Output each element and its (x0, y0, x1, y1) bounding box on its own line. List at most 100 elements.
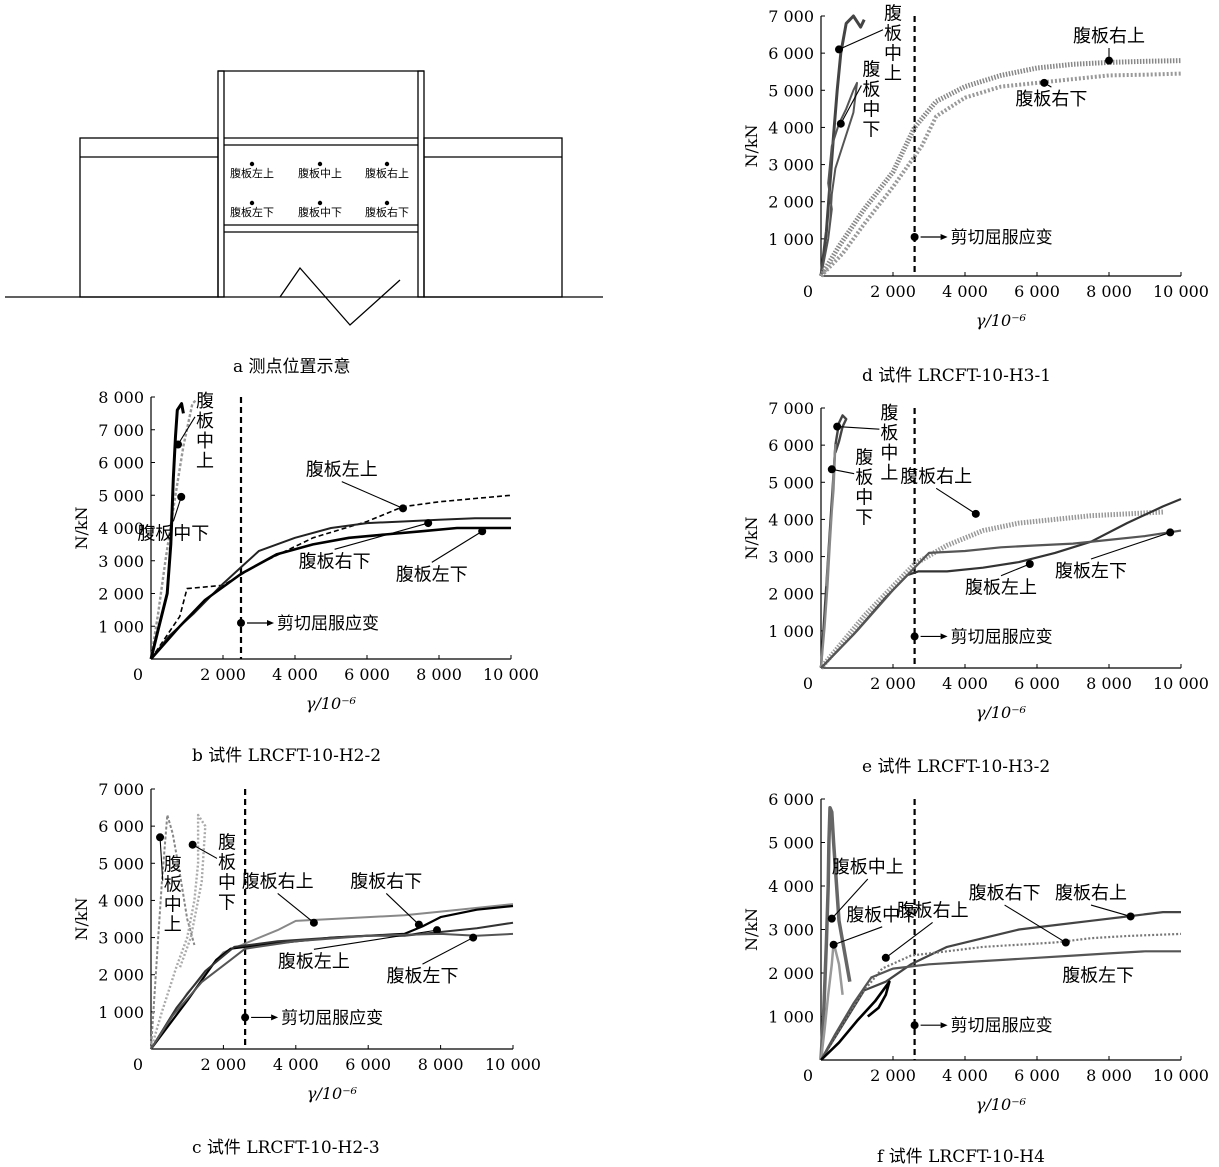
caption-d: d 试件 LRCFT-10-H3-1 (862, 366, 1052, 386)
x-tick-label: 2 000 (870, 674, 916, 693)
gauge-dot (249, 200, 255, 206)
series-line (819, 805, 852, 1061)
series-label: 腹板中下 (846, 905, 918, 926)
series-line (150, 494, 512, 660)
y-tick-label: 8 000 (98, 388, 144, 407)
series-line (150, 921, 514, 1050)
x-tick-label: 0 (133, 665, 143, 684)
shear-yield-marker (910, 632, 919, 641)
series-label: 腹板右下 (350, 871, 422, 892)
series-label: 腹板左上 (278, 951, 350, 972)
y-tick-label: 6 000 (768, 44, 814, 63)
right-block (423, 137, 563, 298)
shear-yield-label: 剪切屈服应变 (951, 1016, 1053, 1036)
series-leader (192, 844, 218, 859)
x-tick-label: 4 000 (273, 1055, 319, 1074)
series-label-char: 下 (862, 119, 880, 140)
y-axis-label: N/kN (742, 124, 761, 167)
series-label-char: 腹 (884, 4, 902, 25)
caption-e: e 试件 LRCFT-10-H3-2 (862, 757, 1051, 777)
x-tick-label: 8 000 (1086, 282, 1132, 301)
shear-yield-label: 剪切屈服应变 (951, 627, 1053, 647)
gauge-label: 腹板左上 (230, 166, 274, 180)
x-axis-label: γ/10⁻⁶ (976, 703, 1027, 722)
y-axis-label: N/kN (72, 897, 91, 940)
gauge-label: 腹板中上 (298, 166, 342, 180)
gauge-dot (317, 200, 323, 206)
series-label-char: 腹 (164, 855, 182, 876)
series-line (820, 950, 1181, 1061)
series-line (149, 402, 185, 660)
y-tick-label: 6 000 (98, 454, 144, 473)
series-label: 腹板右上 (897, 900, 969, 921)
series-label-char: 上 (164, 915, 182, 936)
y-tick-label: 3 000 (98, 929, 144, 948)
x-tick-label: 10 000 (1153, 282, 1209, 301)
series-leader (341, 481, 404, 509)
series-label-char: 上 (880, 463, 898, 484)
series-line (819, 444, 837, 669)
series-line (150, 814, 196, 1050)
y-tick-label: 7 000 (98, 780, 144, 799)
y-tick-label: 5 000 (768, 473, 814, 492)
x-tick-label: 6 000 (1014, 674, 1060, 693)
series-label-char: 腹 (218, 832, 236, 853)
series-line (820, 980, 891, 1061)
series-label-char: 下 (855, 508, 873, 529)
series-label-char: 腹 (862, 59, 880, 80)
series-leader (177, 416, 196, 445)
series-leader (277, 893, 315, 924)
x-tick-label: 4 000 (942, 674, 988, 693)
series-leader (172, 496, 182, 522)
gauge-label: 腹板右下 (365, 205, 409, 219)
x-tick-label: 10 000 (485, 1055, 541, 1074)
series-label-char: 腹 (196, 391, 214, 412)
y-tick-label: 2 000 (98, 966, 144, 985)
series-label: 腹板中上 (832, 857, 904, 878)
x-tick-label: 8 000 (418, 1055, 464, 1074)
y-tick-label: 4 000 (768, 510, 814, 529)
series-leader (935, 487, 977, 515)
series-line (820, 529, 1182, 669)
series-leader (840, 85, 862, 124)
y-axis-label: N/kN (742, 908, 761, 951)
notch (279, 266, 401, 326)
series-leader (422, 937, 474, 965)
series-line (819, 71, 1182, 278)
gauge-dot (249, 161, 255, 167)
series-label-char: 中 (884, 44, 902, 65)
y-tick-label: 7 000 (768, 7, 814, 26)
series-label: 腹板右上 (1073, 26, 1145, 47)
series-leader (831, 468, 855, 475)
x-tick-label: 8 000 (1086, 674, 1132, 693)
y-tick-label: 3 000 (768, 156, 814, 175)
y-tick-label: 2 000 (768, 585, 814, 604)
series-label: 腹板右下 (1015, 89, 1087, 110)
series-label-char: 下 (218, 892, 236, 913)
y-tick-label: 4 000 (768, 118, 814, 137)
series-leader (431, 530, 483, 563)
chart-panel-e: 0 2 000 4 000 6 000 8 000 10 000 1 000 2 000 3 0… (742, 399, 1209, 722)
shear-yield-arrowhead (267, 619, 274, 626)
caption-b: b 试件 LRCFT-10-H2-2 (192, 746, 382, 766)
chart-panel-f: 0 2 000 4 000 6 000 8 000 10 000 1 000 2 000 3 0… (742, 790, 1209, 1114)
y-tick-label: 5 000 (98, 854, 144, 873)
gauge-label: 腹板左下 (230, 205, 274, 219)
series-leader (159, 837, 164, 881)
x-tick-label: 6 000 (1014, 1066, 1060, 1085)
y-axis-label: N/kN (742, 516, 761, 559)
series-leader (1090, 904, 1131, 917)
series-label-char: 中 (164, 895, 182, 916)
series-leader (1043, 82, 1052, 88)
shear-yield-marker (910, 233, 919, 241)
y-tick-label: 3 000 (98, 552, 144, 571)
series-leader (1004, 904, 1067, 944)
series-label: 腹板右上 (900, 466, 972, 487)
x-tick-label: 2 000 (870, 1066, 916, 1085)
caption-a: a 测点位置示意 (233, 357, 351, 377)
series-label-char: 板 (218, 852, 236, 873)
series-label: 腹板右下 (969, 883, 1041, 904)
series-label-char: 上 (884, 64, 902, 85)
